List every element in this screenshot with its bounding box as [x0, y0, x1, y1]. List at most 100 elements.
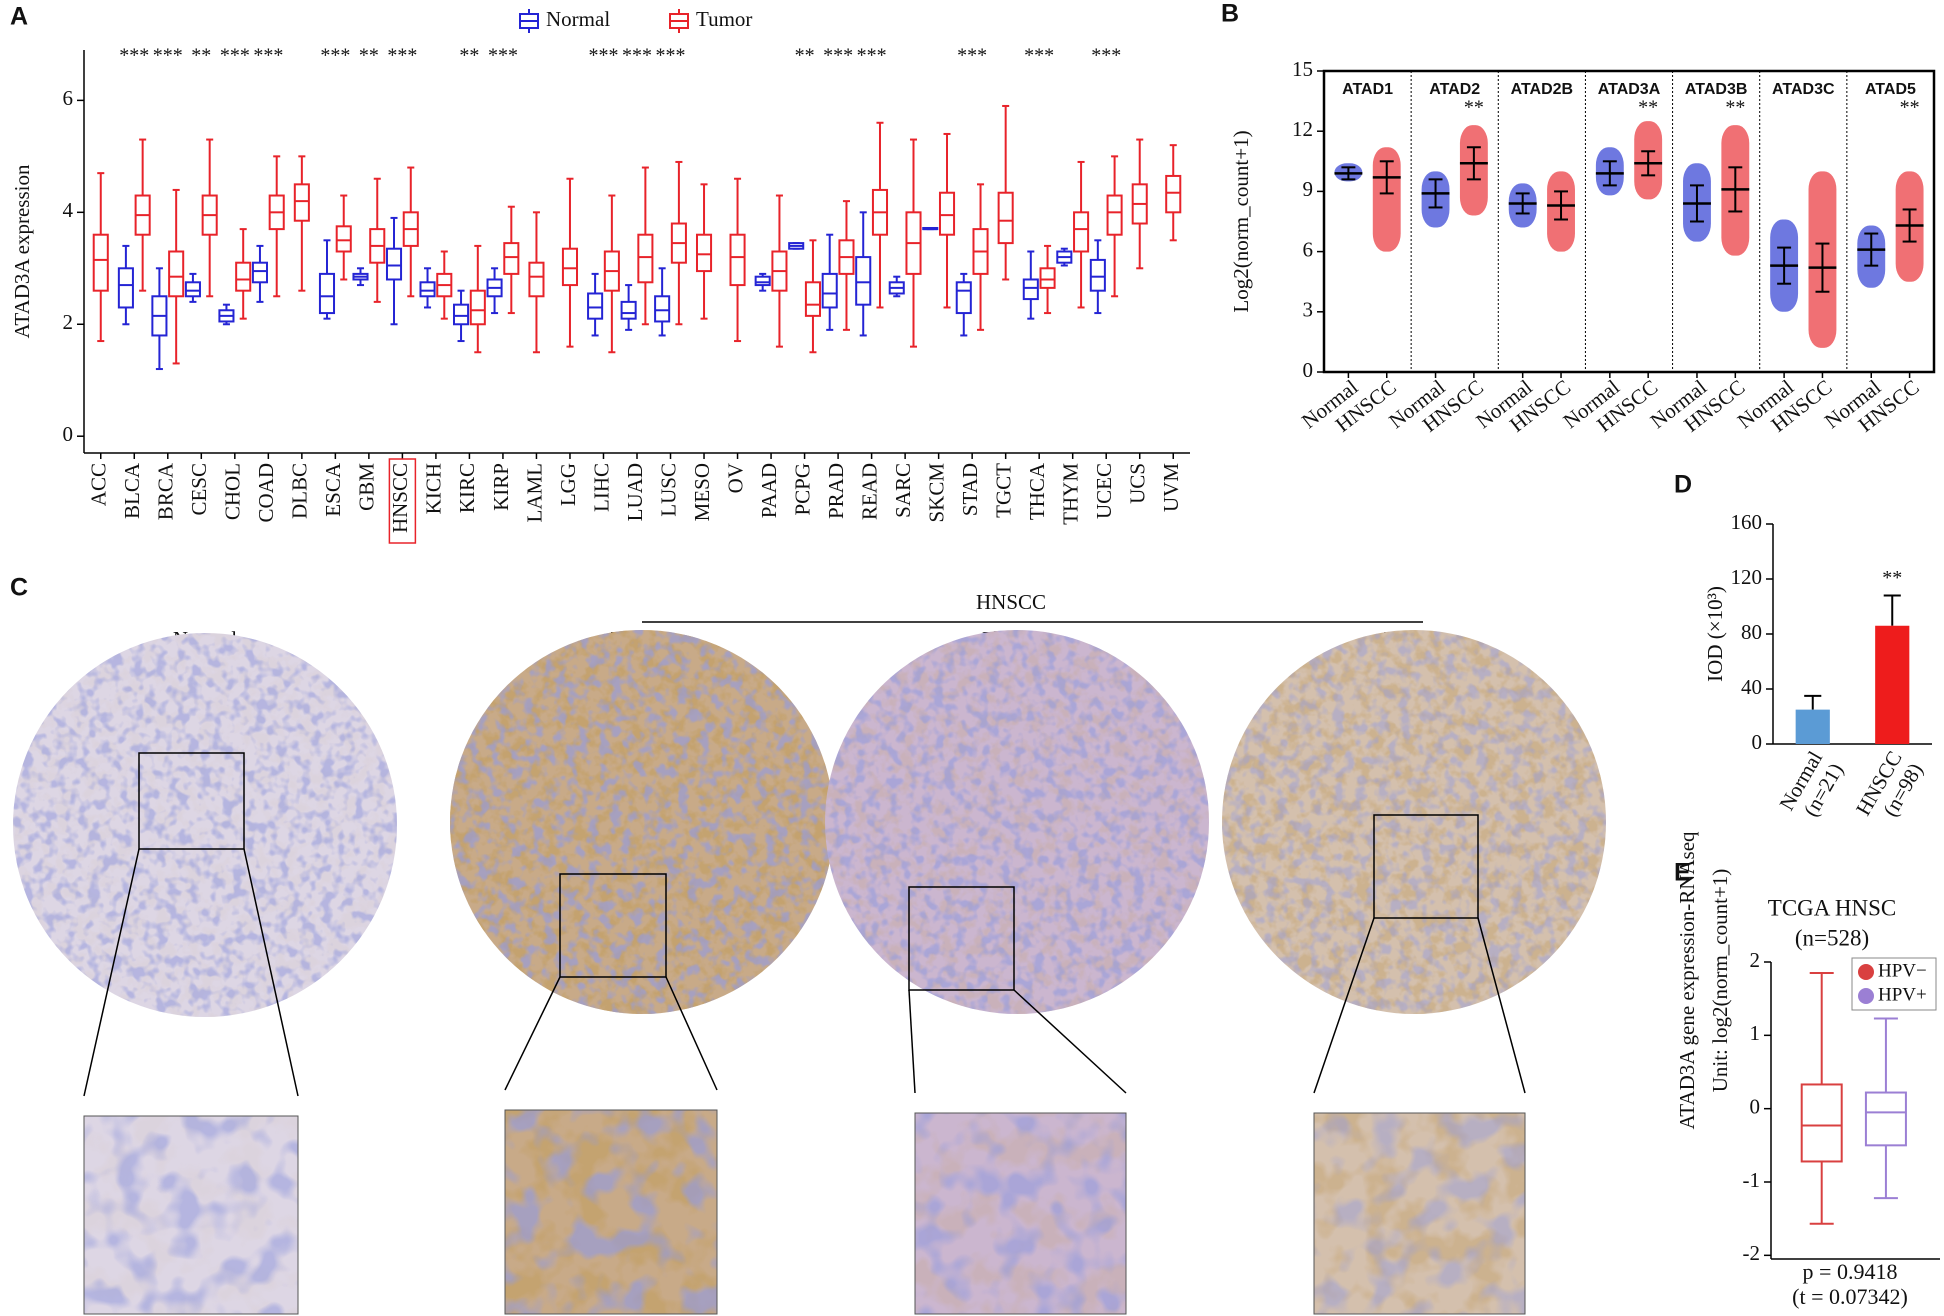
panel-label: C — [10, 574, 28, 602]
zoom-region — [138, 752, 245, 850]
box — [419, 281, 436, 298]
x-tick-label: DLBC — [288, 463, 312, 519]
box — [293, 183, 310, 222]
y-tick-label: 9 — [1303, 177, 1314, 201]
y-axis-label: IOD (×10³) — [1703, 586, 1727, 682]
tissue-nuclei — [13, 633, 397, 1017]
tissue-image — [915, 1113, 1126, 1314]
box — [620, 300, 637, 320]
zoom-region — [559, 873, 667, 978]
y-tick-label: 0 — [1750, 1094, 1761, 1118]
significance: *** — [253, 45, 283, 67]
significance: ** — [795, 45, 815, 67]
box — [1089, 258, 1106, 292]
y-tick-label: 0 — [1752, 730, 1763, 754]
chart-title: TCGA HNSC — [1768, 895, 1896, 920]
box — [804, 281, 821, 317]
x-tick-label: KIRP — [489, 463, 513, 511]
box — [997, 191, 1014, 245]
panel-label: E — [1674, 859, 1691, 887]
gene-label: ATAD5 — [1865, 81, 1916, 98]
significance: ** — [1882, 567, 1902, 589]
tissue-image — [1314, 1113, 1525, 1314]
significance: *** — [857, 45, 887, 67]
y-tick-label: -1 — [1743, 1168, 1761, 1192]
box — [821, 272, 838, 309]
tissue-nuclei — [505, 1110, 717, 1314]
significance: *** — [622, 45, 652, 67]
box — [1073, 211, 1090, 253]
x-tick-label: BRCA — [154, 462, 178, 520]
tissue-nuclei — [84, 1116, 298, 1314]
box — [1864, 1091, 1907, 1147]
x-tick-label: UCS — [1126, 463, 1150, 504]
significance: *** — [387, 45, 417, 67]
x-tick-label: LUAD — [623, 463, 647, 521]
dot-cloud — [1372, 147, 1401, 252]
x-tick-label: THCA — [1025, 462, 1049, 520]
gene-label: ATAD3B — [1685, 81, 1748, 98]
box — [754, 275, 771, 287]
x-tick-label: PRAD — [824, 463, 848, 519]
significance: ** — [1464, 97, 1484, 119]
y-tick-label: 2 — [1750, 948, 1761, 972]
y-tick-label: 0 — [63, 422, 74, 446]
annotation: (t = 0.07342) — [1792, 1284, 1908, 1309]
significance: ** — [359, 45, 379, 67]
bar — [1875, 625, 1910, 744]
significance: ** — [1725, 97, 1745, 119]
x-tick-label: ESCA — [321, 462, 345, 517]
x-tick-label: BLCA — [120, 462, 144, 519]
box — [561, 247, 579, 287]
panel-label: B — [1221, 0, 1239, 28]
bar — [1795, 709, 1830, 744]
legend-marker — [1858, 964, 1874, 980]
box — [955, 281, 972, 315]
zoom-connector — [908, 989, 916, 1094]
tissue-image — [84, 1116, 298, 1314]
x-tick-label: UCEC — [1092, 463, 1116, 519]
y-tick-label: 3 — [1303, 298, 1314, 322]
box — [385, 247, 403, 281]
gene-label: ATAD1 — [1342, 81, 1393, 98]
box — [528, 261, 545, 298]
y-tick-label: 12 — [1292, 117, 1313, 141]
y-tick-label: 15 — [1292, 57, 1313, 81]
significance: *** — [588, 45, 618, 67]
gene-label: ATAD3A — [1598, 81, 1661, 98]
zoom-region — [1373, 814, 1479, 919]
panel-label: A — [10, 3, 28, 31]
zoom-connector — [243, 848, 299, 1097]
legend-marker — [1858, 988, 1874, 1004]
x-tick-label: SARC — [891, 463, 915, 518]
significance: *** — [957, 45, 987, 67]
x-tick-label: COAD — [254, 463, 278, 523]
box — [235, 261, 252, 292]
box — [168, 250, 185, 298]
box — [117, 267, 134, 309]
zoom-region — [908, 886, 1015, 991]
zoom-connector — [83, 848, 140, 1097]
legend-label: HPV+ — [1878, 984, 1927, 1005]
box — [637, 233, 654, 284]
zoom-connector — [504, 976, 561, 1091]
tissue-nuclei — [1314, 1113, 1525, 1314]
x-tick-label: READ — [857, 463, 881, 520]
x-tick-label: MESO — [690, 463, 714, 521]
box — [92, 233, 109, 292]
y-tick-label: 80 — [1741, 620, 1762, 644]
box — [184, 281, 201, 298]
box — [1039, 267, 1056, 289]
x-tick-label: PAAD — [757, 463, 781, 518]
zoom-frame — [504, 1109, 718, 1315]
gene-label: ATAD2B — [1511, 81, 1574, 98]
y-tick-label: 160 — [1731, 510, 1763, 534]
y-axis-label: ATAD3A gene expression-RNAseq — [1675, 831, 1699, 1130]
box — [503, 242, 520, 275]
box — [251, 261, 268, 284]
x-tick-label: THYM — [1059, 463, 1083, 525]
x-tick-label: HNSCC — [388, 463, 412, 533]
x-tick-label: GBM — [355, 463, 379, 511]
y-tick-label: 6 — [1303, 237, 1314, 261]
tissue-image — [825, 630, 1209, 1014]
